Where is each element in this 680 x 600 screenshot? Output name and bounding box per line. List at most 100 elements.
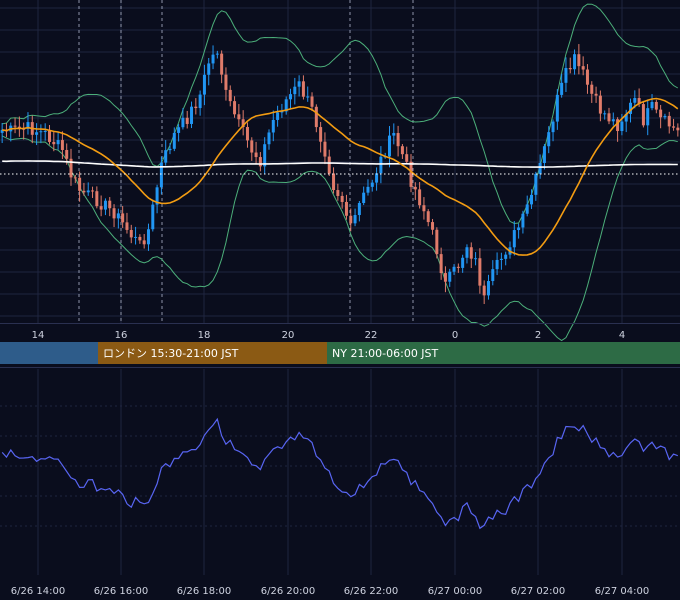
candle [56,132,60,150]
candle-body [293,86,297,95]
candle-body [177,127,181,133]
candle [103,198,107,216]
candle [233,96,237,118]
candle [310,92,314,111]
oscillator-x-tick-label: 6/27 04:00 [595,586,649,597]
candle [667,111,671,134]
candle [461,254,465,273]
candle [323,132,327,165]
candle-body [228,89,232,102]
candle [474,252,478,266]
candle [336,183,340,201]
bollinger-bands [1,3,679,342]
oscillator-x-axis: 6/26 14:00 6/26 16:00 6/26 18:00 6/26 20:00… [11,586,649,597]
candle [396,125,400,157]
candle-body [456,266,460,268]
candle [319,121,323,153]
candle-body [108,200,112,209]
candle-body [538,162,542,174]
candle [293,77,297,105]
session-bar[interactable]: ロンドン 15:30-21:00 JST NY 21:00-06:00 JST [0,342,680,364]
candle [469,242,473,269]
candle [69,148,73,186]
session-label: ロンドン 15:30-21:00 JST [103,347,239,360]
candle-body [534,173,538,195]
candle-body [172,132,176,149]
candle [289,88,293,110]
candle-body [525,204,529,214]
candle-body [646,108,650,126]
candle [108,197,112,217]
candle [555,89,559,130]
candle-body [142,240,146,245]
candle-body [387,135,391,157]
main-x-tick-label: 20 [282,330,295,341]
candle-body [495,259,499,270]
candle [267,129,271,150]
candle [258,152,262,172]
candle [357,201,361,222]
candle-body [344,201,348,216]
candle [43,123,47,141]
candle [202,64,206,106]
session-segment[interactable]: NY 21:00-06:00 JST [327,342,680,364]
candle-body [555,94,559,122]
candle [431,218,435,235]
candlestick-series [0,44,680,305]
candle-body [629,102,633,114]
candle [198,90,202,116]
candle-body [198,94,202,109]
candle [13,117,17,134]
candle-body [448,271,452,282]
candle-body [65,149,69,159]
main-x-axis: 14 16 18 20 22 0 2 4 [32,330,626,341]
session-segment[interactable] [0,342,98,364]
candle [172,127,176,152]
candle-body [573,54,577,70]
candle [254,141,258,165]
candle-body [86,190,90,193]
candle-body [254,152,258,158]
candle [654,99,658,114]
session-segment[interactable]: ロンドン 15:30-21:00 JST [98,342,327,364]
candle-body [116,213,120,219]
candle [521,210,525,234]
moving-averages [2,97,679,256]
candle-body [663,115,667,118]
candle [568,57,572,74]
main-x-tick-label: 22 [365,330,378,341]
candle [250,137,254,161]
candle [353,208,357,227]
candle [585,64,589,94]
candle-body [271,119,275,133]
candle-body [431,222,435,230]
candle [91,186,95,198]
candle-body [357,203,361,216]
candle-body [151,204,155,230]
candle-body [603,113,607,115]
oscillator-x-tick-label: 6/26 22:00 [344,586,398,597]
candle-body [69,158,73,178]
candle-body [362,192,366,204]
candle-body [310,96,314,107]
candle-body [155,187,159,205]
candle [164,140,168,166]
oscillator-x-tick-label: 6/26 14:00 [11,586,65,597]
candle [155,184,159,214]
candle-body [594,93,598,96]
main-x-tick-label: 14 [32,330,45,341]
candle-body [349,215,353,224]
candle [616,117,620,142]
candle-body [202,74,206,95]
candle [577,44,581,75]
candle-body [258,157,262,167]
candle-body [637,98,641,105]
oscillator-line [1,417,679,530]
candle-body [168,148,172,151]
candle [86,182,90,196]
candle-body [439,254,443,274]
candle-body [276,112,280,120]
candle-body [237,114,241,120]
candle [185,110,189,129]
candle [151,199,155,232]
